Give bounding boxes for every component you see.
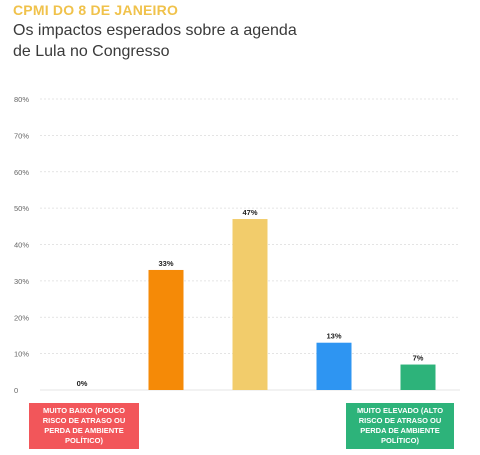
data-label: 0% xyxy=(77,379,88,388)
bars xyxy=(148,219,436,390)
annotation-very-low: Muito baixo (pouco risco de atraso ou pe… xyxy=(29,403,139,449)
bar xyxy=(400,364,436,390)
y-tick-label: 0 xyxy=(14,386,18,395)
data-label: 47% xyxy=(242,208,257,217)
bar xyxy=(232,219,268,390)
annotation-very-high: Muito elevado (alto risco de atraso ou p… xyxy=(346,403,454,449)
y-tick-label: 40% xyxy=(14,241,29,250)
y-tick-label: 70% xyxy=(14,131,29,140)
y-tick-label: 50% xyxy=(14,204,29,213)
data-labels: 0% 33% 47% 13% 7% xyxy=(77,208,424,388)
data-label: 7% xyxy=(413,354,424,363)
y-tick-label: 60% xyxy=(14,168,29,177)
bar xyxy=(316,342,352,390)
y-tick-label: 10% xyxy=(14,350,29,359)
chart-kicker: CPMI DO 8 DE JANEIRO xyxy=(13,2,179,18)
y-axis-ticks: 0 10% 20% 30% 40% 50% 60% 70% 80% xyxy=(14,95,29,395)
chart-headline: Os impactos esperados sobre a agenda de … xyxy=(13,22,297,60)
y-tick-label: 80% xyxy=(14,95,29,104)
data-label: 13% xyxy=(326,332,341,341)
y-tick-label: 30% xyxy=(14,277,29,286)
data-label: 33% xyxy=(158,259,173,268)
y-tick-label: 20% xyxy=(14,313,29,322)
bar xyxy=(148,269,184,390)
